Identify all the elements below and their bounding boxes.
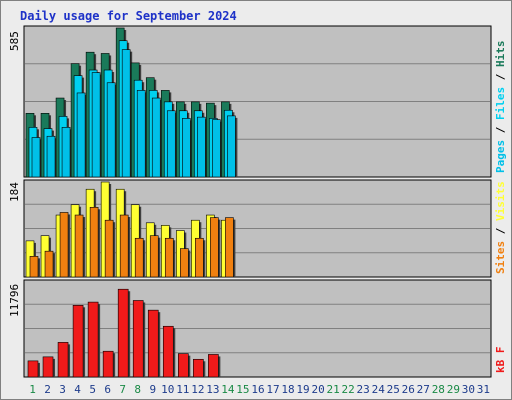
bars [25,27,238,378]
legend-top: Pages / Files / Hits [494,41,507,174]
bar-sites [210,217,219,278]
day-label: 8 [134,383,141,396]
bar-kb-f [132,300,144,378]
day-label: 10 [161,383,174,396]
bar-kb-f [147,309,159,378]
day-label: 23 [357,383,370,396]
y-max-label-bottom: 11796 [8,284,21,317]
day-label: 31 [477,383,490,396]
day-label: 21 [326,383,339,396]
legend-bottom: kB F [494,347,507,374]
day-label: 5 [89,383,96,396]
day-label: 4 [74,383,81,396]
day-label: 27 [417,383,430,396]
day-label: 11 [176,383,189,396]
day-label: 30 [462,383,475,396]
legend-mid: Sites / Visits [494,181,507,274]
bar-sites [149,235,159,278]
day-label: 29 [447,383,460,396]
legend-files: Files [494,87,507,120]
legend-hits: Hits [494,41,507,68]
day-label: 20 [311,383,324,396]
bar-pages [151,97,161,178]
bar-kb-f [193,358,204,378]
bar-pages [227,115,236,178]
chart-title: Daily usage for September 2024 [20,9,237,23]
bar-kb-f [57,342,69,378]
day-label: 17 [266,383,279,396]
day-label: 1 [29,383,36,396]
bar-pages [31,137,41,178]
bar-pages [106,82,116,178]
day-label: 9 [149,383,156,396]
day-label: 28 [432,383,445,396]
y-max-label-top: 585 [8,31,21,51]
day-label: 3 [59,383,66,396]
bar-pages [61,127,71,178]
day-label: 15 [236,383,249,396]
legend-sep: / [494,67,507,87]
day-labels: 1 2 3 4 5 6 7 8 9 10 11 12 13 14 15 16 17 18 19 20 21 22 23 24 2… [29,383,490,396]
legend-kbf: kB F [494,347,507,374]
bar-sites [104,219,114,278]
day-label: 12 [191,383,204,396]
bar-kb-f [178,353,189,378]
bar-sites [59,212,69,278]
bar-sites [74,214,84,278]
bar-kb-f [117,288,129,378]
bar-kb-f [87,301,99,378]
bar-pages [121,49,131,178]
bar-sites [44,250,54,278]
bar-kb-f [102,350,114,378]
bar-sites [119,214,129,278]
legend-sep: / [494,221,507,241]
bar-pages [212,119,221,178]
day-label: 19 [296,383,309,396]
day-label: 6 [104,383,111,396]
legend-pages: Pages [494,140,507,173]
bar-sites [89,206,99,278]
day-label: 18 [281,383,294,396]
bar-sites [134,237,144,278]
bar-kb-f [42,356,54,378]
bar-pages [136,90,146,178]
day-label: 7 [119,383,126,396]
day-label: 26 [402,383,415,396]
bar-pages [166,110,176,178]
bar-kb-f [208,354,219,378]
day-label: 25 [387,383,400,396]
day-label: 14 [221,383,235,396]
bar-sites [29,256,39,278]
bar-pages [182,118,191,178]
bar-kb-f [72,305,84,378]
bar-sites [225,217,234,278]
bar-kb-f [162,325,174,378]
y-max-label-mid: 184 [8,182,21,202]
legend-sep: / [494,120,507,140]
bar-sites [164,237,174,278]
day-label: 24 [372,383,386,396]
bar-sites [180,248,189,278]
day-label: 16 [251,383,264,396]
bar-pages [91,72,101,178]
bar-kb-f [27,360,39,378]
bar-pages [46,135,56,178]
day-label: 2 [44,383,51,396]
bar-sites [195,237,204,278]
bar-pages [76,92,86,178]
bar-pages [197,116,206,178]
day-label: 22 [342,383,355,396]
legend-sites: Sites [494,241,507,274]
day-label: 13 [206,383,219,396]
legend-visits: Visits [494,181,507,221]
